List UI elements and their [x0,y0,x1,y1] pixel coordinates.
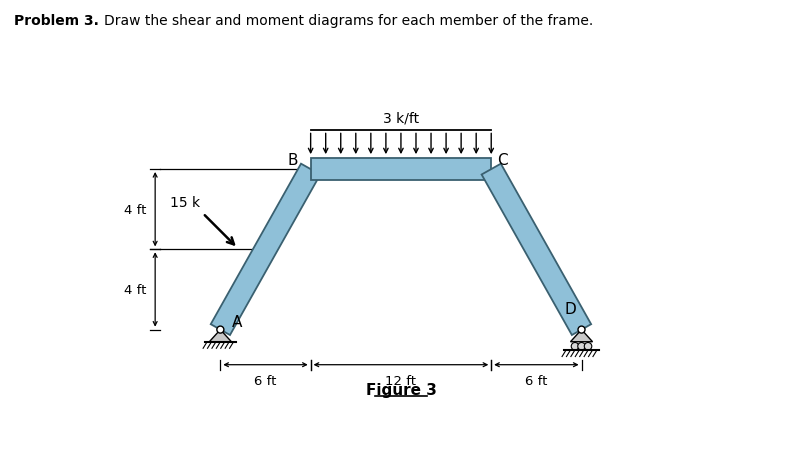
Circle shape [584,343,592,350]
Polygon shape [311,159,491,181]
Polygon shape [571,330,592,342]
Text: A: A [231,314,241,329]
Text: 6 ft: 6 ft [254,374,277,387]
Text: Draw the shear and moment diagrams for each member of the frame.: Draw the shear and moment diagrams for e… [104,14,593,28]
Text: 3 k/ft: 3 k/ft [383,111,419,125]
Text: C: C [497,152,508,167]
Text: 4 ft: 4 ft [124,203,146,216]
Text: Problem 3.: Problem 3. [14,14,99,28]
Circle shape [571,343,579,350]
Polygon shape [210,330,231,342]
Text: 6 ft: 6 ft [525,374,548,387]
Text: Figure 3: Figure 3 [366,383,437,397]
Polygon shape [210,164,320,335]
Circle shape [217,326,224,334]
Polygon shape [481,164,591,335]
Text: 12 ft: 12 ft [386,374,417,387]
Text: 15 k: 15 k [170,196,200,210]
Circle shape [578,326,585,334]
Text: B: B [288,152,298,167]
Circle shape [578,343,585,350]
Text: 4 ft: 4 ft [124,283,146,296]
Text: D: D [565,301,576,316]
